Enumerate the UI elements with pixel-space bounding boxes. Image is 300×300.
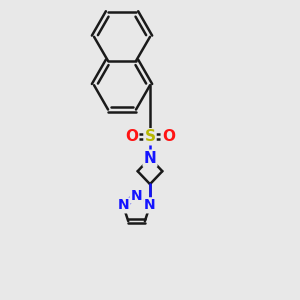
Text: O: O	[162, 129, 175, 144]
Text: S: S	[145, 129, 155, 144]
Text: N: N	[117, 198, 129, 212]
Text: N: N	[131, 189, 142, 202]
Text: N: N	[144, 151, 156, 166]
Text: O: O	[125, 129, 138, 144]
Text: N: N	[144, 198, 156, 212]
